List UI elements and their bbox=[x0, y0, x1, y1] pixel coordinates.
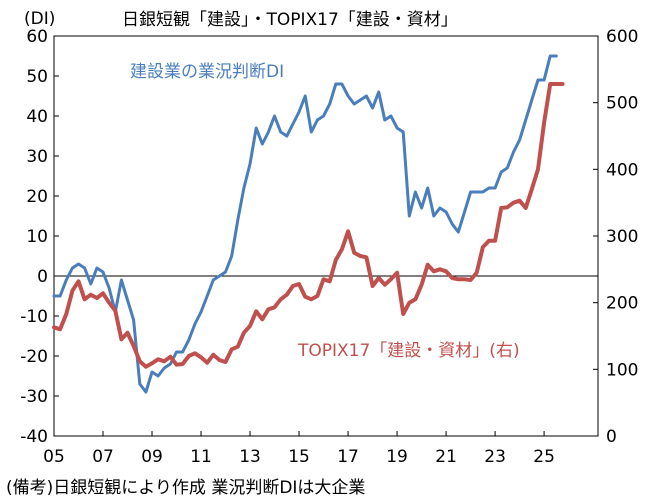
plot-area bbox=[53, 35, 599, 437]
x-tick-label: 13 bbox=[239, 447, 261, 467]
right-tick-label: 400 bbox=[606, 160, 638, 180]
left-axis-unit-label: (DI) bbox=[24, 9, 55, 29]
left-tick-label: -20 bbox=[20, 347, 48, 367]
chart-title: 日銀短観「建設」・TOPIX17「建設・資材」 bbox=[122, 10, 458, 30]
left-tick-label: 60 bbox=[26, 27, 48, 47]
x-tick-label: 23 bbox=[484, 447, 506, 467]
right-tick-label: 500 bbox=[606, 94, 638, 114]
left-tick-label: -30 bbox=[20, 387, 48, 407]
left-tick-label: 40 bbox=[26, 107, 48, 127]
left-tick-label: -40 bbox=[20, 427, 48, 447]
left-tick-label: 30 bbox=[26, 147, 48, 167]
right-tick-label: 600 bbox=[606, 27, 638, 47]
series-label-topix17-construction: TOPIX17「建設・資材」(右) bbox=[297, 341, 520, 361]
right-tick-label: 100 bbox=[606, 360, 638, 380]
series-line-construction-di bbox=[52, 54, 558, 394]
x-tick-label: 05 bbox=[43, 447, 65, 467]
left-tick-label: 20 bbox=[26, 187, 48, 207]
x-axis: 05 07 09 11 13 15 17 19 21 23 25 bbox=[43, 431, 555, 467]
series-label-construction-di: 建設業の業況判断DI bbox=[130, 62, 284, 82]
x-tick-label: 25 bbox=[533, 447, 555, 467]
x-tick-label: 09 bbox=[141, 447, 163, 467]
right-tick-label: 300 bbox=[606, 227, 638, 247]
x-tick-label: 17 bbox=[337, 447, 359, 467]
right-tick-label: 0 bbox=[606, 427, 617, 447]
x-tick-label: 19 bbox=[386, 447, 408, 467]
right-axis: 600 500 400 300 200 100 0 bbox=[593, 27, 638, 447]
left-tick-label: 10 bbox=[26, 227, 48, 247]
x-tick-label: 11 bbox=[190, 447, 212, 467]
right-tick-label: 200 bbox=[606, 294, 638, 314]
series-line-topix17-construction bbox=[52, 82, 565, 369]
x-tick-label: 21 bbox=[435, 447, 457, 467]
x-tick-label: 15 bbox=[288, 447, 310, 467]
left-tick-label: 50 bbox=[26, 67, 48, 87]
footnote: (備考)日銀短観により作成 業況判断DIは大企業 bbox=[6, 478, 366, 498]
series-layer bbox=[52, 54, 565, 394]
x-tick-label: 07 bbox=[92, 447, 114, 467]
left-axis: 60 50 40 30 20 10 0 -10 -20 -30 -40 bbox=[20, 27, 59, 447]
left-tick-label: 0 bbox=[37, 267, 48, 287]
left-tick-label: -10 bbox=[20, 307, 48, 327]
